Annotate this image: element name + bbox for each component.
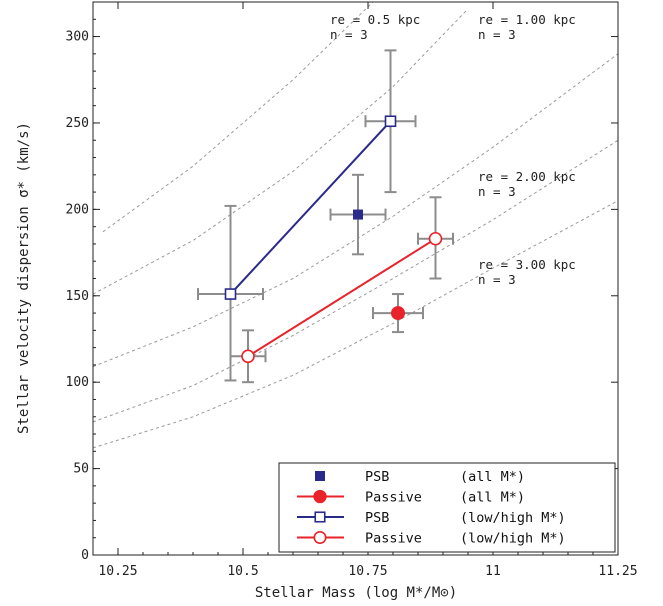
legend-qualifier-0: (all M*) (460, 469, 525, 485)
curve-label-n-3: n = 3 (478, 272, 516, 287)
curve-label-n-0: n = 3 (330, 27, 368, 42)
x-tick-label-3: 11 (485, 564, 501, 579)
y-tick-label-2: 100 (66, 375, 89, 390)
legend-marker-1 (313, 489, 327, 504)
series-line-2 (229, 120, 392, 295)
curve-label-re-0: re = 0.5 kpc (330, 12, 420, 27)
axes: 10.25 10.5 10.75 11 11.25 0 50 100 150 200 250 300 (66, 2, 638, 579)
x-tick-label-1: 10.5 (227, 564, 258, 579)
legend-marker-0 (315, 471, 325, 481)
curve-label-re-3: re = 3.00 kpc (478, 257, 576, 272)
series-line-3 (247, 237, 437, 358)
legend-name-3: Passive (365, 531, 422, 547)
y-tick-label-1: 50 (73, 462, 89, 477)
y-tick-label-5: 250 (66, 116, 89, 131)
model-curve-2 (93, 53, 618, 368)
marker-0-0 (353, 209, 363, 220)
curve-label-n-1: n = 3 (478, 27, 516, 42)
x-tick-label-0: 10.25 (98, 564, 137, 579)
curve-label-n-2: n = 3 (478, 184, 516, 199)
marker-2-1 (384, 115, 397, 128)
y-tick-label-0: 0 (81, 548, 89, 563)
x-axis-label: Stellar Mass (log M*/M⊙) (255, 585, 457, 601)
legend-marker-3 (313, 530, 327, 544)
model-curve-3 (93, 139, 618, 423)
legend-name-1: Passive (365, 490, 422, 506)
marker-3-0 (241, 349, 255, 364)
x-tick-label-2: 10.75 (348, 564, 387, 579)
model-curve-1 (93, 8, 469, 295)
legend: PSB (all M*) Passive (all M*) PSB (low/high M… (278, 462, 616, 553)
model-curves (93, 2, 618, 449)
legend-qualifier-2: (low/high M*) (460, 510, 566, 526)
curve-label-re-2: re = 2.00 kpc (478, 169, 576, 184)
y-tick-label-4: 200 (66, 202, 89, 217)
legend-marker-2 (314, 511, 326, 523)
y-tick-label-6: 300 (66, 30, 89, 45)
marker-1-0 (391, 306, 405, 321)
x-tick-label-4: 11.25 (598, 564, 637, 579)
y-tick-label-3: 150 (66, 289, 89, 304)
data-markers (224, 115, 443, 364)
legend-qualifier-3: (low/high M*) (460, 531, 566, 547)
model-curve-4 (93, 200, 618, 449)
curve-label-re-1: re = 1.00 kpc (478, 12, 576, 27)
y-axis-label: Stellar velocity dispersion σ* (km/s) (16, 122, 32, 434)
marker-2-0 (224, 288, 237, 300)
error-bars (197, 49, 454, 384)
model-curve-0 (102, 2, 374, 233)
marker-3-1 (428, 231, 443, 246)
legend-name-2: PSB (365, 510, 389, 526)
series-lines (229, 120, 437, 358)
legend-name-0: PSB (365, 469, 389, 485)
legend-qualifier-1: (all M*) (460, 490, 525, 506)
